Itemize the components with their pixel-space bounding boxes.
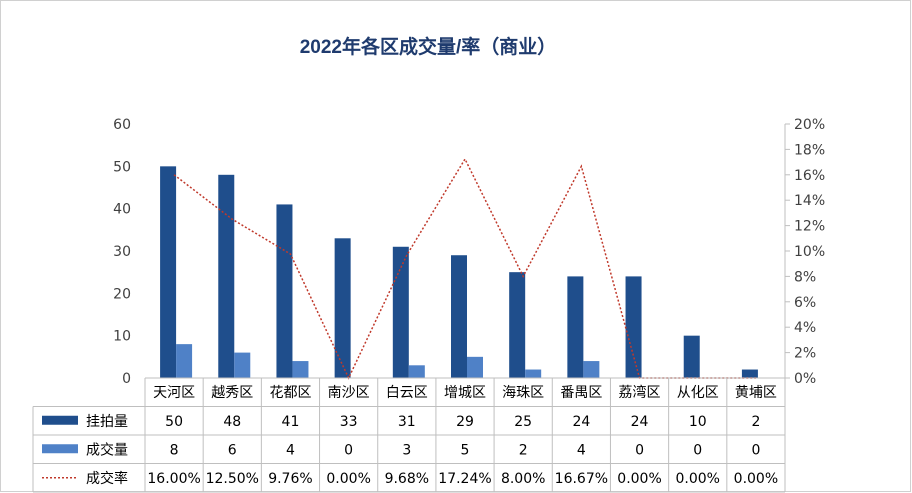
bar-listing bbox=[392, 246, 409, 378]
category-label: 增城区 bbox=[444, 385, 486, 401]
table-cell: 0 bbox=[751, 442, 760, 458]
table-cell: 16.00% bbox=[147, 471, 200, 487]
table-cell: 33 bbox=[340, 414, 358, 430]
table-cell: 16.67% bbox=[555, 471, 608, 487]
right-tick-label: 0% bbox=[794, 371, 816, 387]
table-cell: 0 bbox=[635, 442, 644, 458]
category-label: 越秀区 bbox=[211, 385, 253, 401]
right-tick-label: 2% bbox=[794, 346, 816, 362]
right-tick-label: 20% bbox=[794, 117, 825, 133]
right-tick-label: 6% bbox=[794, 295, 816, 311]
table-cell: 0 bbox=[344, 442, 353, 458]
right-tick-label: 4% bbox=[794, 320, 816, 336]
bar-deals bbox=[525, 369, 542, 378]
bar-listing bbox=[160, 166, 177, 378]
chart-title: 2022年各区成交量/率（商业） bbox=[300, 35, 557, 58]
left-tick-label: 60 bbox=[113, 117, 131, 133]
right-axis: 0% 2% 4% 6% 8% 10% 12% 14% 16% 18% 20% bbox=[784, 117, 825, 387]
table-cell: 2 bbox=[751, 414, 760, 430]
table-cell: 29 bbox=[456, 414, 474, 430]
category-label: 黄埔区 bbox=[735, 384, 777, 401]
table-cell: 9.68% bbox=[385, 471, 429, 487]
table-cell: 9.76% bbox=[268, 471, 312, 487]
category-label: 花都区 bbox=[269, 385, 311, 401]
table-cell: 4 bbox=[286, 442, 295, 458]
right-tick-label: 16% bbox=[794, 168, 825, 184]
bar-listing bbox=[509, 272, 526, 378]
bars bbox=[160, 166, 758, 378]
bar-deals bbox=[583, 361, 600, 378]
table-cell: 0.00% bbox=[326, 471, 370, 487]
bar-deals bbox=[408, 365, 425, 378]
table-cell: 24 bbox=[631, 414, 649, 430]
left-tick-label: 30 bbox=[113, 244, 131, 260]
bar-listing bbox=[567, 276, 584, 378]
bar-deals bbox=[292, 361, 309, 378]
bar-listing bbox=[625, 276, 642, 378]
bar-listing bbox=[683, 335, 700, 378]
category-label: 荔湾区 bbox=[619, 384, 661, 401]
table-cell: 41 bbox=[282, 414, 300, 430]
bar-deals bbox=[234, 352, 251, 378]
table-cell: 5 bbox=[461, 442, 470, 458]
table-cell: 3 bbox=[402, 442, 411, 458]
table-cell: 24 bbox=[572, 414, 590, 430]
table-cell: 50 bbox=[165, 414, 183, 430]
bar-deals bbox=[176, 344, 193, 378]
category-label: 南沙区 bbox=[328, 385, 370, 401]
left-tick-label: 10 bbox=[113, 329, 131, 345]
legend-key bbox=[42, 444, 78, 454]
bar-deals bbox=[467, 356, 483, 378]
table-cell: 8 bbox=[170, 442, 179, 458]
category-label: 番禺区 bbox=[560, 385, 602, 401]
bar-listing bbox=[276, 204, 293, 378]
series-name: 挂拍量 bbox=[86, 414, 128, 430]
table-cell: 0.00% bbox=[675, 471, 719, 487]
bar-listing bbox=[218, 174, 235, 378]
left-tick-label: 0 bbox=[122, 371, 131, 387]
table-cell: 0 bbox=[693, 442, 702, 458]
left-tick-label: 50 bbox=[113, 159, 131, 175]
bar-listing bbox=[334, 238, 351, 378]
series-name: 成交量 bbox=[86, 441, 128, 458]
right-tick-label: 10% bbox=[794, 244, 825, 260]
table-cell: 2 bbox=[519, 442, 528, 458]
category-label: 白云区 bbox=[386, 385, 428, 401]
table-cell: 6 bbox=[228, 442, 237, 458]
table-cell: 25 bbox=[514, 414, 532, 430]
right-tick-label: 14% bbox=[794, 193, 825, 209]
category-label: 海珠区 bbox=[502, 385, 544, 401]
table-cell: 0.00% bbox=[617, 471, 661, 487]
table-cell: 12.50% bbox=[206, 471, 259, 487]
right-tick-label: 12% bbox=[794, 219, 825, 235]
category-label: 天河区 bbox=[153, 385, 195, 401]
right-tick-label: 8% bbox=[794, 269, 816, 285]
table-cell: 8.00% bbox=[501, 471, 545, 487]
table-cell: 48 bbox=[223, 414, 241, 430]
legend-key bbox=[42, 415, 78, 425]
bar-listing bbox=[741, 369, 758, 378]
table-cell: 0.00% bbox=[734, 471, 778, 487]
table-cell: 10 bbox=[689, 414, 707, 430]
left-tick-label: 20 bbox=[113, 286, 131, 302]
left-axis: 0 10 20 30 40 50 60 bbox=[113, 117, 131, 387]
category-label: 从化区 bbox=[677, 385, 719, 401]
table-cell: 17.24% bbox=[438, 471, 491, 487]
table-cell: 31 bbox=[398, 414, 416, 430]
bar-listing bbox=[451, 255, 467, 378]
table-cell: 4 bbox=[577, 442, 586, 458]
left-tick-label: 40 bbox=[113, 202, 131, 218]
series-name: 成交率 bbox=[86, 470, 128, 487]
right-tick-label: 18% bbox=[794, 142, 825, 158]
